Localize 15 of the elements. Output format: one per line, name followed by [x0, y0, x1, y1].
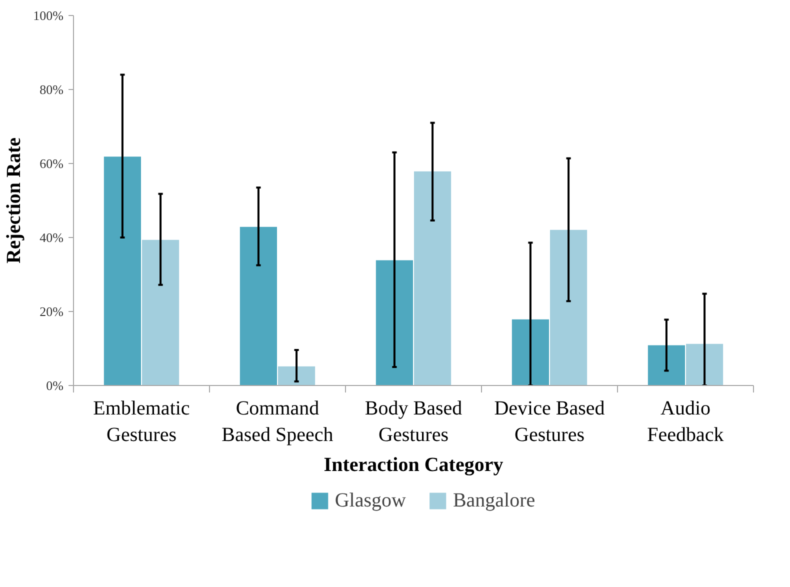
x-axis-title: Interaction Category [324, 454, 504, 476]
x-tick-label: Command Based Speech [222, 398, 334, 446]
x-tick-label: Audio Feedback [647, 398, 724, 446]
y-axis-title: Rejection Rate [3, 137, 26, 264]
x-tick-label: Body Based Gestures [364, 398, 462, 446]
y-tick-label: 100% [33, 8, 64, 23]
legend-label: Glasgow [334, 489, 406, 512]
y-tick-label: 80% [40, 82, 64, 97]
legend-label: Bangalore [452, 489, 536, 512]
y-tick-label: 40% [40, 230, 64, 245]
x-tick-label: Emblematic Gestures [93, 398, 190, 446]
y-tick-label: 0% [46, 378, 64, 393]
y-tick-label: 60% [40, 156, 64, 171]
y-tick-label: 20% [40, 304, 64, 319]
x-tick-label: Device Based Gestures [494, 398, 605, 446]
